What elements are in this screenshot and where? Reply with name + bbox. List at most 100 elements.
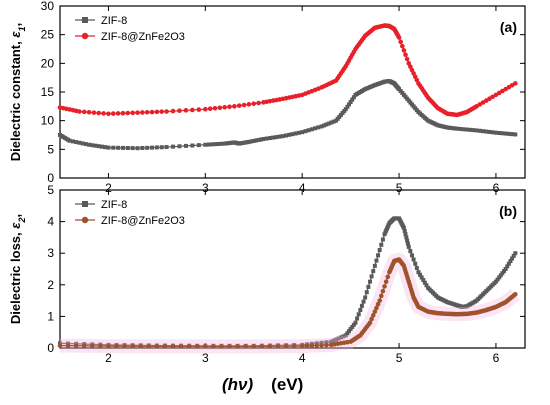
x-tick-label-a-0: 2 [105,181,112,195]
point-a-1-20 [144,109,150,115]
point-b-0-102 [416,270,421,275]
point-a-1-8 [86,109,92,115]
point-a-0-187 [497,130,502,135]
point-a-0-100 [350,97,355,102]
legend-marker-b-1 [81,216,89,224]
x-axis-label-unit: (eV) [271,375,303,394]
point-a-0-68 [267,136,272,141]
point-b-0-36 [329,339,334,344]
point-b-0-97 [408,249,413,254]
point-b-0-95 [405,241,410,246]
series-a-0 [58,79,518,151]
point-a-0-190 [506,131,511,136]
point-b-1-1 [65,343,71,348]
point-a-0-35 [196,143,201,148]
point-b-0-157 [495,277,500,282]
point-b-0-60 [372,263,377,268]
point-b-0-34 [319,340,324,345]
point-a-1-33 [217,105,223,111]
point-b-1-61 [379,293,384,299]
point-a-0-36 [203,142,208,147]
point-b-0-39 [336,336,341,341]
point-a-0-40 [216,141,221,146]
point-b-0-56 [366,284,371,289]
point-a-0-82 [313,126,318,131]
y-tick-label-b-4: 4 [47,215,54,229]
point-a-1-30 [203,106,208,112]
x-tick-label-a-4: 6 [493,181,500,195]
point-a-0-24 [135,146,140,151]
point-a-0-67 [264,136,269,141]
y-axis-label-a-suffix: , [8,23,23,27]
point-a-1-6 [77,109,82,114]
panel-label-a: (a) [500,19,517,35]
y-tick-label-b-0: 0 [47,341,54,355]
point-a-1-11 [101,111,106,116]
point-b-1-62 [380,288,386,294]
point-a-1-40 [251,101,257,106]
point-a-0-182 [481,129,486,134]
point-a-0-78 [300,130,305,135]
point-a-0-22 [125,145,130,150]
point-a-0-12 [87,142,92,147]
point-b-0-160 [500,271,505,276]
point-a-1-28 [190,107,195,113]
point-b-0-43 [345,331,350,336]
point-a-1-118 [403,52,408,58]
point-b-0-166 [510,256,515,261]
point-b-1-59 [375,301,381,307]
point-a-1-22 [154,109,160,115]
point-a-0-21 [120,145,125,150]
point-b-0-164 [506,261,511,266]
point-a-0-97 [345,104,350,109]
point-a-0-39 [213,142,217,147]
point-b-1-8 [122,343,127,349]
point-b-0-55 [364,290,369,295]
point-a-1-35 [227,104,232,110]
point-a-1-174 [513,81,518,86]
point-b-0-107 [424,283,429,288]
point-b-1-10 [138,344,144,349]
point-a-0-183 [484,129,489,134]
point-b-1-26 [267,344,273,349]
point-a-0-88 [329,120,334,125]
point-a-0-18 [106,145,111,150]
point-b-1-63 [382,284,387,289]
x-tick-label-b-4: 6 [493,351,500,365]
point-b-1-22 [235,344,240,349]
point-a-0-177 [464,127,469,132]
plot-frame-b [59,189,526,349]
y-tick-label-b-2: 2 [47,278,54,292]
point-b-0-92 [403,232,408,237]
point-a-0-85 [321,123,326,128]
y-tick-label-a-5: 25 [41,28,55,42]
point-a-0-180 [474,128,479,133]
point-a-1-24 [164,109,169,114]
point-a-1-114 [396,35,402,40]
point-b-0-49 [355,316,360,321]
legend-a: ZIF-8 ZIF-8@ZnFe2O3 [75,15,185,43]
point-b-1-14 [170,344,176,349]
point-a-0-32 [177,144,182,149]
point-b-1-60 [377,298,382,303]
point-a-0-7 [70,139,75,144]
y-tick-label-a-6: 30 [41,0,55,13]
point-b-0-53 [361,299,366,304]
point-b-1-4 [89,343,95,349]
point-a-0-186 [493,130,498,135]
point-b-0-90 [401,225,406,230]
y-tick-label-b-1: 1 [47,309,54,323]
point-b-0-47 [351,322,356,327]
point-a-0-188 [500,131,505,136]
point-b-0-51 [358,308,363,313]
point-a-0-27 [150,145,155,150]
point-b-1-2 [73,343,79,348]
y-tick-label-b-3: 3 [47,246,54,260]
point-a-0-66 [261,137,266,142]
point-b-0-65 [380,237,385,242]
point-a-1-117 [401,48,407,53]
point-a-0-74 [287,132,292,137]
point-b-1-55 [369,316,374,322]
